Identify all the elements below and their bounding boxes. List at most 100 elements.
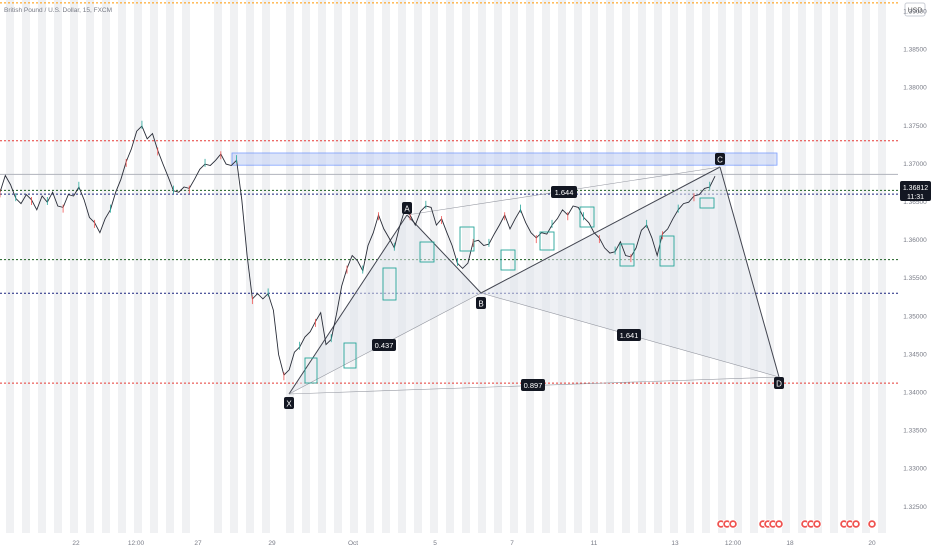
event-flag-inner xyxy=(809,522,813,526)
price-tick-label: 1.35500 xyxy=(903,275,927,282)
event-flag-inner xyxy=(815,522,819,526)
pattern-leg xyxy=(480,166,721,294)
consolidation-box xyxy=(304,357,318,384)
session-band xyxy=(134,0,142,533)
session-band xyxy=(182,0,190,533)
time-tick-label: 7 xyxy=(510,540,514,547)
session-band xyxy=(766,0,774,533)
price-scale[interactable]: USD 1.390001.385001.380001.375001.370001… xyxy=(898,0,932,550)
session-band xyxy=(750,0,758,533)
time-tick-label: 12:00 xyxy=(725,540,742,547)
symbol-title: British Pound / U.S. Dollar, 15, FXCM xyxy=(4,7,112,14)
event-flag-inner xyxy=(870,522,874,526)
session-band xyxy=(846,0,854,533)
session-band xyxy=(262,0,270,533)
point-b-badge[interactable] xyxy=(476,297,486,309)
point-c-label: C xyxy=(717,156,723,165)
consolidation-box xyxy=(459,226,475,252)
time-tick-label: 27 xyxy=(194,540,202,547)
price-tick-label: 1.39000 xyxy=(903,9,927,16)
bar-countdown: 11:31 xyxy=(907,194,924,201)
current-price: 1.36812 xyxy=(903,185,928,192)
consolidation-box xyxy=(619,243,635,267)
session-band xyxy=(462,0,470,533)
session-band xyxy=(70,0,78,533)
pattern-leg xyxy=(719,166,780,378)
price-tick-label: 1.34000 xyxy=(903,390,927,397)
time-tick-label: 5 xyxy=(433,540,437,547)
session-band xyxy=(862,0,870,533)
pattern-xab-triangle xyxy=(289,215,481,394)
event-flag-inner xyxy=(731,522,735,526)
session-band xyxy=(350,0,358,533)
price-tick-label: 1.36000 xyxy=(903,237,927,244)
price-ticks: 1.39000 1.38500 1.38000 1.37500 1.37000 1.365… xyxy=(903,9,927,511)
point-d-badge[interactable] xyxy=(774,377,784,389)
point-d-label: D xyxy=(776,380,782,389)
highlight-boxes xyxy=(304,197,715,384)
price-series xyxy=(0,120,716,381)
consolidation-box xyxy=(382,267,397,301)
consolidation-box xyxy=(539,231,555,251)
currency-badge[interactable] xyxy=(904,2,926,17)
time-tick-label: 22 xyxy=(72,540,80,547)
session-band xyxy=(302,0,310,533)
event-flag-inner xyxy=(842,522,846,526)
point-x-label: X xyxy=(286,400,292,409)
harmonic-pattern xyxy=(231,152,780,395)
time-tick-label: 12:00 xyxy=(128,540,145,547)
time-axis-bg xyxy=(0,533,898,550)
ratio-bd-badge xyxy=(617,329,641,341)
ratio-xd-badge xyxy=(521,379,545,391)
session-band xyxy=(334,0,342,533)
time-tick-label: 18 xyxy=(786,540,794,547)
price-tick-label: 1.36500 xyxy=(903,199,927,206)
consolidation-box xyxy=(579,206,595,228)
session-band xyxy=(286,0,294,533)
event-flag-inner xyxy=(803,522,807,526)
session-band xyxy=(22,0,30,533)
time-axis[interactable]: 22 12:00 27 29 Oct 5 7 11 13 12:00 18 20 xyxy=(0,533,898,550)
session-band xyxy=(814,0,822,533)
current-price-tag xyxy=(900,181,931,201)
event-flag-inner xyxy=(848,522,852,526)
point-a-badge[interactable] xyxy=(402,202,412,214)
session-band xyxy=(798,0,806,533)
time-ticks: 22 12:00 27 29 Oct 5 7 11 13 12:00 18 20 xyxy=(72,540,876,547)
ratio-xd: 0.897 xyxy=(524,381,543,390)
time-tick-label: 11 xyxy=(591,540,598,547)
session-band xyxy=(166,0,174,533)
session-band xyxy=(54,0,62,533)
session-band xyxy=(494,0,502,533)
point-b-label: B xyxy=(478,300,483,309)
session-band xyxy=(150,0,158,533)
pattern-labels[interactable]: X A B C D 0.437 1.644 1.641 0.897 xyxy=(284,153,784,409)
ratio-xb-badge xyxy=(372,339,396,351)
session-band xyxy=(526,0,534,533)
event-flag-inner xyxy=(771,522,775,526)
session-band xyxy=(318,0,326,533)
economic-events xyxy=(716,519,877,529)
price-tick-label: 1.37000 xyxy=(903,161,927,168)
session-band xyxy=(6,0,14,533)
event-flag-inner xyxy=(725,522,729,526)
price-scale-bg xyxy=(898,0,932,550)
consolidation-box xyxy=(500,249,516,271)
ratio-bd: 1.641 xyxy=(620,331,639,340)
session-band xyxy=(830,0,838,533)
event-flag-inner xyxy=(719,522,723,526)
pattern-bcd-triangle xyxy=(481,167,779,377)
session-band xyxy=(782,0,790,533)
price-tick-label: 1.32500 xyxy=(903,504,927,511)
consolidation-box xyxy=(659,235,675,267)
pattern-leg xyxy=(406,214,482,294)
price-tick-label: 1.34500 xyxy=(903,351,927,358)
point-x-badge[interactable] xyxy=(284,397,294,409)
ratio-ac-badge xyxy=(551,186,577,198)
event-flag-inner xyxy=(854,522,858,526)
ratio-ac: 1.644 xyxy=(555,188,574,197)
currency-label: USD xyxy=(908,8,923,15)
point-c-badge[interactable] xyxy=(715,153,725,165)
